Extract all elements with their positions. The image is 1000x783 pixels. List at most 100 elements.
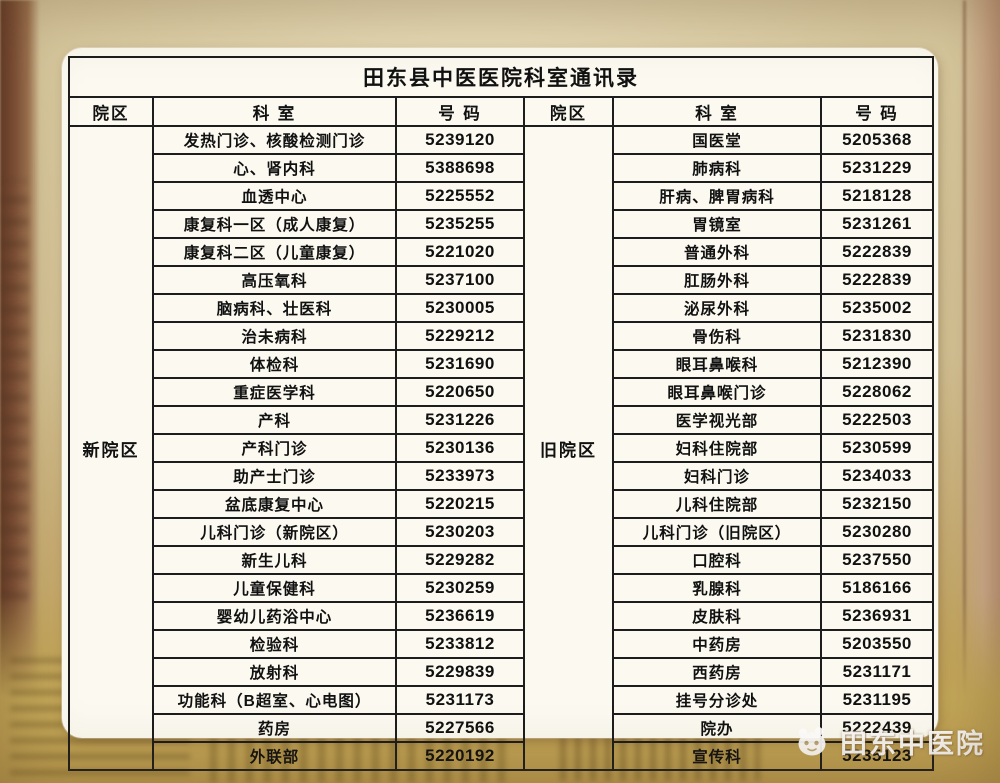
department-cell: 眼耳鼻喉科 [612, 349, 822, 379]
phone-cell: 5231229 [819, 153, 935, 183]
page-title: 田东县中医医院科室通讯录 [67, 56, 935, 98]
table-row: 药房 5227566 院办 5222439 [69, 713, 935, 743]
phone-cell: 5222503 [819, 405, 935, 435]
header-department-left: 科 室 [152, 96, 397, 127]
table-row: 体检科 5231690 眼耳鼻喉科 5212390 [69, 349, 935, 379]
department-cell: 心、肾内科 [152, 153, 397, 183]
department-cell: 口腔科 [612, 545, 822, 575]
phone-cell: 5388698 [395, 153, 525, 183]
table-row: 检验科 5233812 中药房 5203550 [69, 629, 935, 659]
table-row: 血透中心 5225552 肝病、脾胃病科 5218128 [69, 181, 935, 211]
department-cell: 中药房 [612, 629, 822, 659]
phone-cell: 5222839 [819, 237, 935, 267]
phone-cell: 5186166 [819, 573, 935, 603]
header-campus-right: 院区 [523, 96, 614, 127]
paper-crack-line [963, 0, 966, 783]
department-cell: 妇科门诊 [612, 461, 822, 491]
department-cell: 骨伤科 [612, 321, 822, 351]
department-cell: 普通外科 [612, 237, 822, 267]
table-row: 新生儿科 5229282 口腔科 5237550 [69, 545, 935, 575]
phone-cell: 5236931 [819, 601, 935, 631]
department-cell: 泌尿外科 [612, 293, 822, 323]
department-cell: 肝病、脾胃病科 [612, 181, 822, 211]
table-row: 心、肾内科 5388698 肺病科 5231229 [69, 153, 935, 183]
department-cell: 外联部 [152, 741, 397, 771]
phone-cell: 5231171 [819, 657, 935, 687]
table-row: 脑病科、壮医科 5230005 泌尿外科 5235002 [69, 293, 935, 323]
phone-cell: 5205368 [819, 125, 935, 155]
table-title-row: 田东县中医医院科室通讯录 [67, 56, 935, 98]
phone-cell: 5227566 [395, 713, 525, 743]
table-row: 重症医学科 5220650 眼耳鼻喉门诊 5228062 [69, 377, 935, 407]
header-number-left: 号 码 [395, 96, 525, 127]
phone-cell: 5222839 [819, 265, 935, 295]
department-cell: 重症医学科 [152, 377, 397, 407]
department-cell: 放射科 [152, 657, 397, 687]
table-header-row: 院区 科 室 号 码 院区 科 室 号 码 [68, 96, 935, 127]
table-row: 外联部 5220192 宣传科 5235123 [69, 741, 935, 771]
phone-cell: 5233812 [395, 629, 525, 659]
table-row: 婴幼儿药浴中心 5236619 皮肤科 5236931 [69, 601, 935, 631]
phone-cell: 5232150 [819, 489, 935, 519]
phone-cell: 5231830 [819, 321, 935, 351]
phone-cell: 5231173 [395, 685, 525, 715]
department-cell: 宣传科 [612, 741, 822, 771]
table-row: 产科 5231226 医学视光部 5222503 [69, 405, 935, 435]
department-cell: 发热门诊、核酸检测门诊 [152, 125, 397, 155]
department-cell: 国医堂 [612, 125, 822, 155]
header-department-right: 科 室 [612, 96, 822, 127]
hospital-mascot-icon [798, 726, 826, 755]
department-cell: 脑病科、壮医科 [152, 293, 397, 323]
phone-cell: 5237100 [395, 265, 525, 295]
table-row: 儿童保健科 5230259 乳腺科 5186166 [69, 573, 935, 603]
department-cell: 眼耳鼻喉门诊 [612, 377, 822, 407]
phone-cell: 5220650 [395, 377, 525, 407]
watermark-text: 田东中医院 [840, 729, 985, 759]
department-cell: 妇科住院部 [612, 433, 822, 463]
phone-cell: 5230005 [395, 293, 525, 323]
phone-cell: 5235002 [819, 293, 935, 323]
phone-cell: 5231261 [819, 209, 935, 239]
phone-cell: 5220192 [395, 741, 525, 771]
table-row: 助产士门诊 5233973 妇科门诊 5234033 [69, 461, 935, 491]
table-row: 儿科门诊（新院区） 5230203 儿科门诊（旧院区） 5230280 [69, 517, 935, 547]
phone-cell: 5225552 [395, 181, 525, 211]
department-cell: 儿童保健科 [152, 573, 397, 603]
department-cell: 产科 [152, 405, 397, 435]
phone-cell: 5229839 [395, 657, 525, 687]
department-cell: 婴幼儿药浴中心 [152, 601, 397, 631]
department-cell: 盆底康复中心 [152, 489, 397, 519]
hospital-watermark: 田东中医院 [792, 722, 985, 761]
phone-cell: 5230136 [395, 433, 525, 463]
phone-cell: 5229212 [395, 321, 525, 351]
phone-cell: 5212390 [819, 349, 935, 379]
phone-cell: 5231690 [395, 349, 525, 379]
campus-cell: 旧院区 [523, 125, 614, 771]
phone-cell: 5229282 [395, 545, 525, 575]
header-number-right: 号 码 [819, 96, 935, 127]
department-cell: 院办 [612, 713, 822, 743]
table-row: 盆底康复中心 5220215 儿科住院部 5232150 [69, 489, 935, 519]
phone-cell: 5220215 [395, 489, 525, 519]
phone-cell: 5236619 [395, 601, 525, 631]
department-cell: 医学视光部 [612, 405, 822, 435]
phone-cell: 5218128 [819, 181, 935, 211]
department-cell: 高压氧科 [152, 265, 397, 295]
directory-table: 田东县中医医院科室通讯录 院区 科 室 号 码 院区 科 室 号 码 新院区 发热… [67, 56, 935, 771]
department-cell: 产科门诊 [152, 433, 397, 463]
department-cell: 药房 [152, 713, 397, 743]
header-campus-left: 院区 [68, 96, 154, 127]
department-cell: 功能科（B超室、心电图） [152, 685, 397, 715]
directory-rows: 田东县中医医院科室通讯录 院区 科 室 号 码 院区 科 室 号 码 新院区 发热… [67, 56, 935, 771]
department-cell: 治未病科 [152, 321, 397, 351]
table-row: 产科门诊 5230136 妇科住院部 5230599 [69, 433, 935, 463]
phone-cell: 5221020 [395, 237, 525, 267]
department-cell: 新生儿科 [152, 545, 397, 575]
department-cell: 儿科门诊（旧院区） [612, 517, 822, 547]
phone-cell: 5231195 [819, 685, 935, 715]
department-cell: 康复科二区（儿童康复） [152, 237, 397, 267]
phone-cell: 5235123 [819, 741, 935, 771]
department-cell: 儿科住院部 [612, 489, 822, 519]
phone-cell: 5237550 [819, 545, 935, 575]
phone-cell: 5230280 [819, 517, 935, 547]
